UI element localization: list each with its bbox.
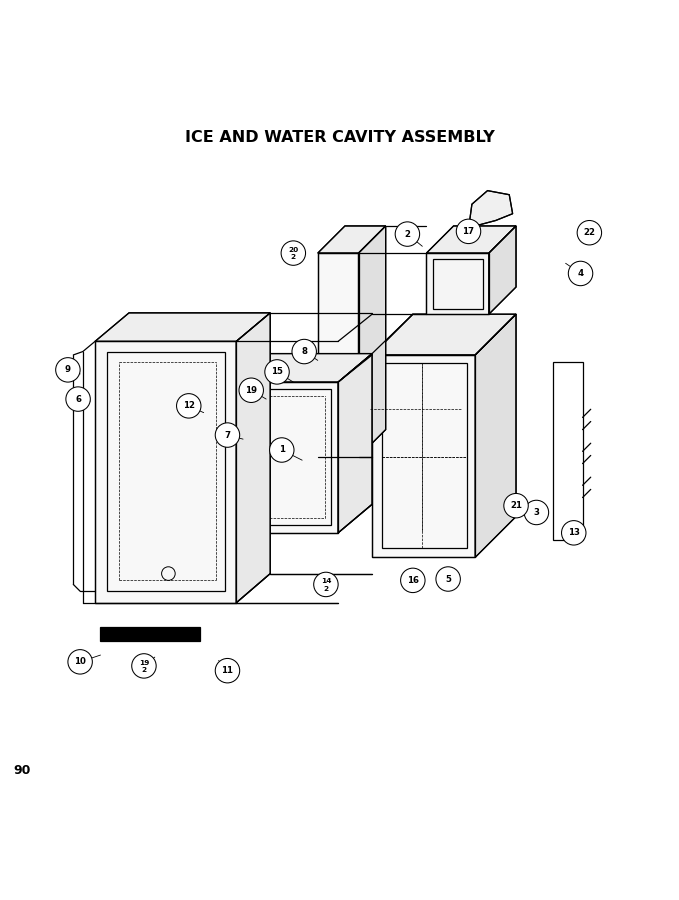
Text: 12: 12 xyxy=(183,401,195,410)
Circle shape xyxy=(270,437,294,463)
Circle shape xyxy=(281,241,306,266)
Text: 3: 3 xyxy=(534,508,539,517)
Polygon shape xyxy=(100,626,200,642)
Polygon shape xyxy=(359,226,386,457)
Text: 13: 13 xyxy=(568,528,580,537)
Text: 2: 2 xyxy=(405,230,410,238)
Circle shape xyxy=(504,493,528,518)
Text: 6: 6 xyxy=(75,394,81,403)
Text: 4: 4 xyxy=(577,269,584,278)
Text: 22: 22 xyxy=(583,229,595,238)
Circle shape xyxy=(577,220,602,245)
Circle shape xyxy=(562,520,586,545)
Circle shape xyxy=(436,567,460,591)
Polygon shape xyxy=(236,354,372,382)
Text: 19: 19 xyxy=(245,386,257,395)
Polygon shape xyxy=(95,341,236,603)
Circle shape xyxy=(66,387,90,411)
Polygon shape xyxy=(475,314,516,557)
Text: 8: 8 xyxy=(301,347,307,356)
Polygon shape xyxy=(236,313,270,603)
Polygon shape xyxy=(338,354,372,533)
Polygon shape xyxy=(372,355,475,557)
Text: 16: 16 xyxy=(407,576,419,585)
Circle shape xyxy=(456,219,481,244)
Text: 19: 19 xyxy=(139,660,149,666)
Circle shape xyxy=(239,378,263,402)
Circle shape xyxy=(265,360,289,384)
Text: 9: 9 xyxy=(65,365,71,374)
Text: 2: 2 xyxy=(141,667,147,673)
Text: 10: 10 xyxy=(74,657,86,666)
Polygon shape xyxy=(318,226,386,253)
Text: 14: 14 xyxy=(320,579,331,584)
Circle shape xyxy=(177,393,201,419)
Circle shape xyxy=(292,339,316,364)
Text: 15: 15 xyxy=(271,367,283,376)
Circle shape xyxy=(132,653,156,678)
Text: 1: 1 xyxy=(279,446,285,454)
Text: 2: 2 xyxy=(291,255,296,260)
Circle shape xyxy=(524,500,549,525)
Polygon shape xyxy=(318,253,359,457)
Polygon shape xyxy=(470,191,513,226)
Polygon shape xyxy=(426,253,489,314)
Text: 5: 5 xyxy=(445,574,451,583)
Text: 21: 21 xyxy=(510,501,522,510)
Text: 2: 2 xyxy=(323,586,329,591)
Polygon shape xyxy=(95,313,270,341)
Text: 90: 90 xyxy=(14,764,31,778)
Polygon shape xyxy=(236,382,338,533)
Polygon shape xyxy=(426,226,516,253)
Text: ICE AND WATER CAVITY ASSEMBLY: ICE AND WATER CAVITY ASSEMBLY xyxy=(185,130,494,145)
Circle shape xyxy=(215,659,240,683)
Circle shape xyxy=(314,572,338,597)
Circle shape xyxy=(215,423,240,447)
Text: 17: 17 xyxy=(462,227,475,236)
Circle shape xyxy=(56,357,80,382)
Circle shape xyxy=(568,261,593,285)
Circle shape xyxy=(401,568,425,592)
Polygon shape xyxy=(372,314,516,355)
Circle shape xyxy=(395,222,420,247)
Polygon shape xyxy=(489,226,516,314)
Circle shape xyxy=(68,650,92,674)
Text: 7: 7 xyxy=(224,430,231,439)
Text: 11: 11 xyxy=(221,666,234,675)
Text: 20: 20 xyxy=(288,247,299,253)
